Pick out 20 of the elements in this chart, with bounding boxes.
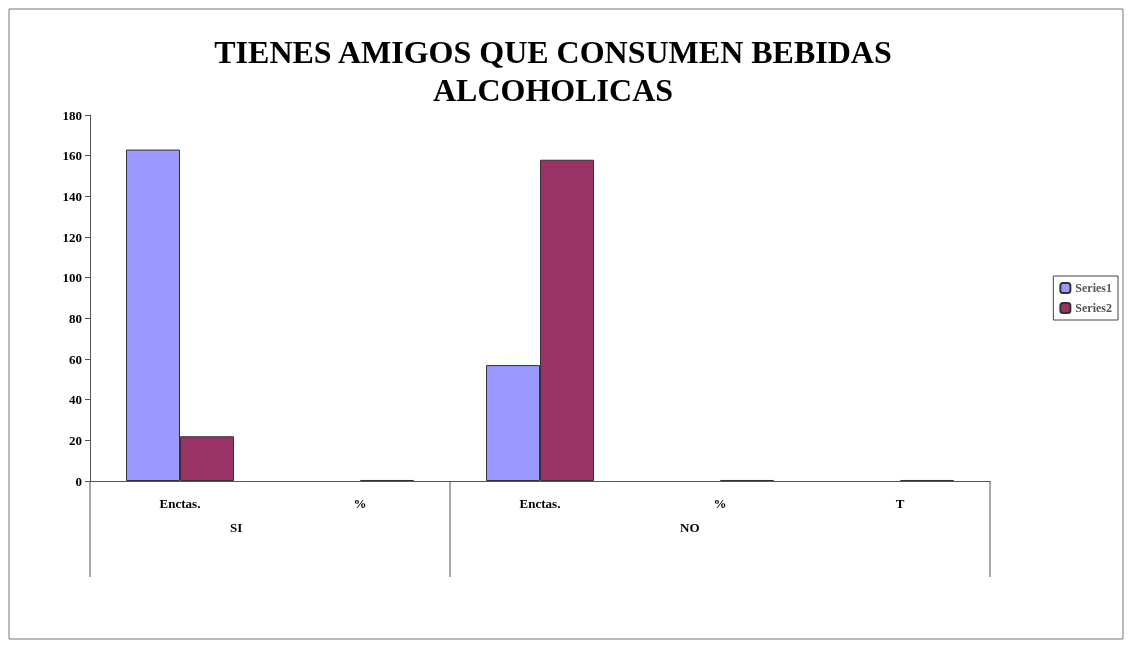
x-tick-label: % (713, 496, 727, 511)
text: NO (680, 520, 700, 535)
x-tick-label: Enctas. (519, 496, 561, 511)
y-tick-label: 60 (69, 351, 82, 367)
y-tick-label: 20 (69, 432, 82, 448)
chart-title: TIENES AMIGOS QUE CONSUMEN BEBIDAS ALCOHOLICAS (214, 34, 892, 108)
x-tick-label: % (353, 496, 367, 511)
legend-label: Series2 (1075, 301, 1112, 315)
y-tick-label: 180 (62, 107, 82, 123)
x-tick-label: T (895, 496, 905, 511)
y-tick-label: 0 (75, 473, 82, 489)
y-tick-label: 100 (62, 270, 82, 286)
y-tick-label: 40 (69, 392, 82, 408)
y-tick-label: 160 (62, 148, 82, 164)
y-tick-label: 120 (62, 229, 82, 245)
x-tick-label: Enctas. (159, 496, 201, 511)
y-tick-label: 80 (69, 310, 82, 326)
text: SI (230, 520, 243, 535)
legend-label: Series1 (1075, 281, 1112, 295)
y-tick-label: 140 (62, 188, 82, 204)
